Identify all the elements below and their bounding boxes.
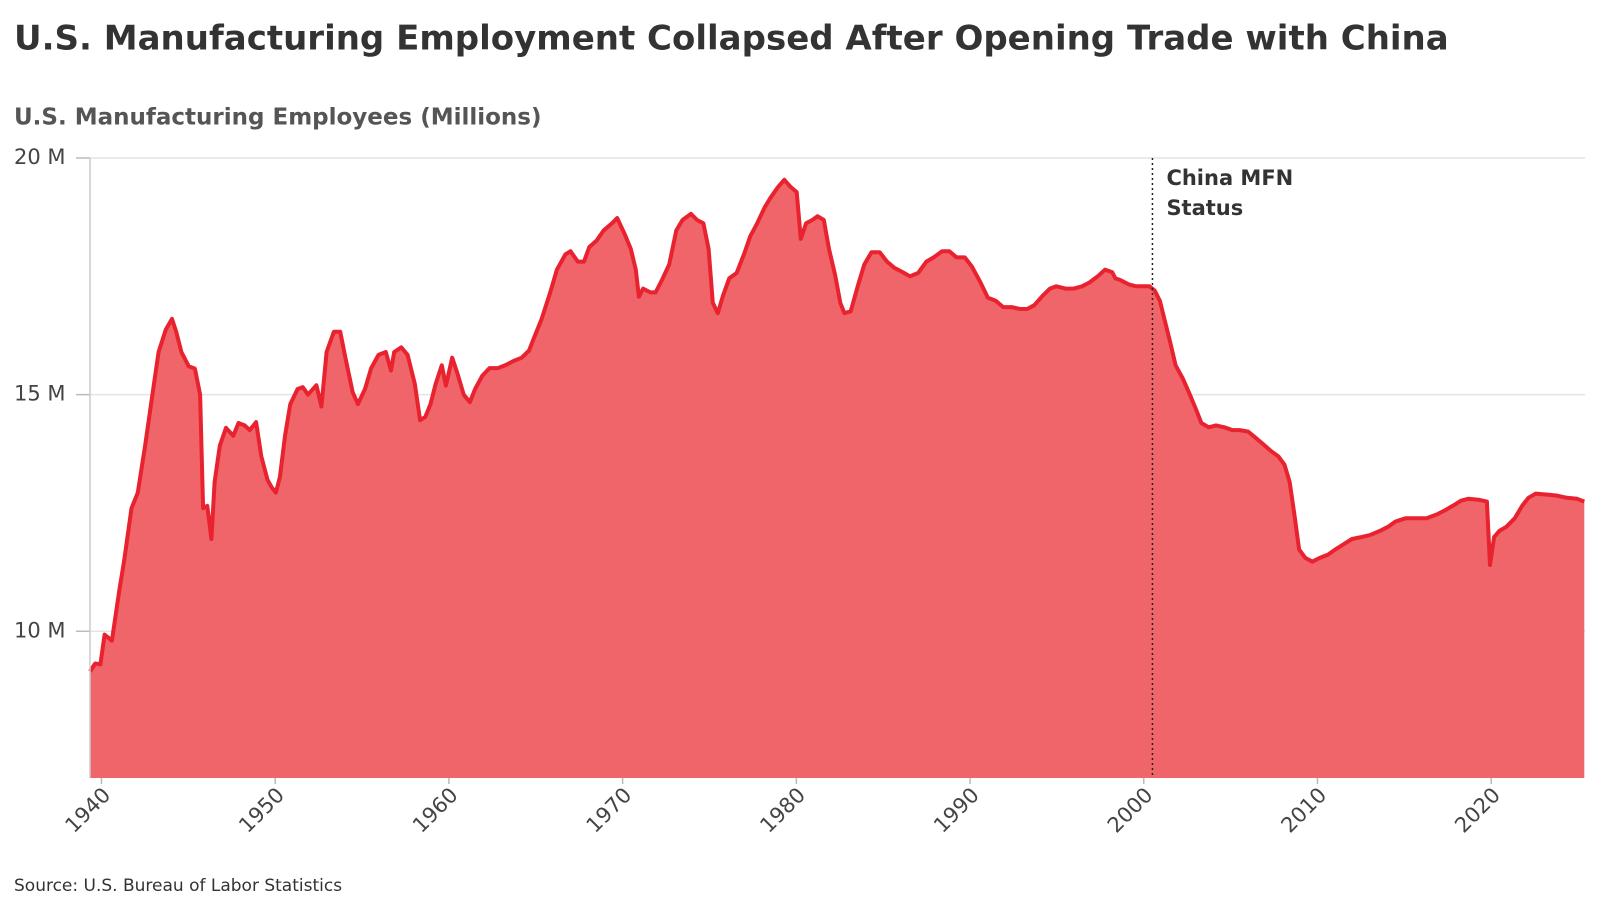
x-tick-label: 1980 [755,783,810,838]
x-tick-label: 1970 [582,783,637,838]
chart-title: U.S. Manufacturing Employment Collapsed … [14,19,1449,59]
x-tick-label: 1990 [929,783,984,838]
area [90,179,1585,779]
line [88,177,1586,673]
y-tick-label: 15 M [14,382,66,406]
y-tick-label: 10 M [14,618,66,642]
source: Source: U.S. Bureau of Labor Statistics [14,876,342,896]
x-tick-label: 2000 [1103,783,1158,838]
y-tick-label: 20 M [14,145,66,169]
annotation-text: Status [1166,196,1243,220]
annotation-text: China MFN [1166,166,1293,190]
x-tick-label: 1960 [408,783,463,838]
y-axis-label: U.S. Manufacturing Employees (Millions) [14,105,542,131]
x-tick-label: 2020 [1450,783,1505,838]
x-tick-label: 1940 [60,783,115,838]
x-tick-label: 1950 [234,783,289,838]
x-tick-label: 2010 [1276,783,1331,838]
